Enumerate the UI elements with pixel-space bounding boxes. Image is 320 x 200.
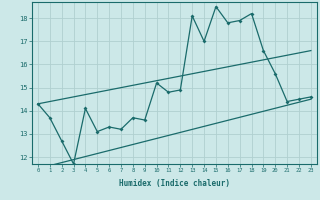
X-axis label: Humidex (Indice chaleur): Humidex (Indice chaleur) <box>119 179 230 188</box>
